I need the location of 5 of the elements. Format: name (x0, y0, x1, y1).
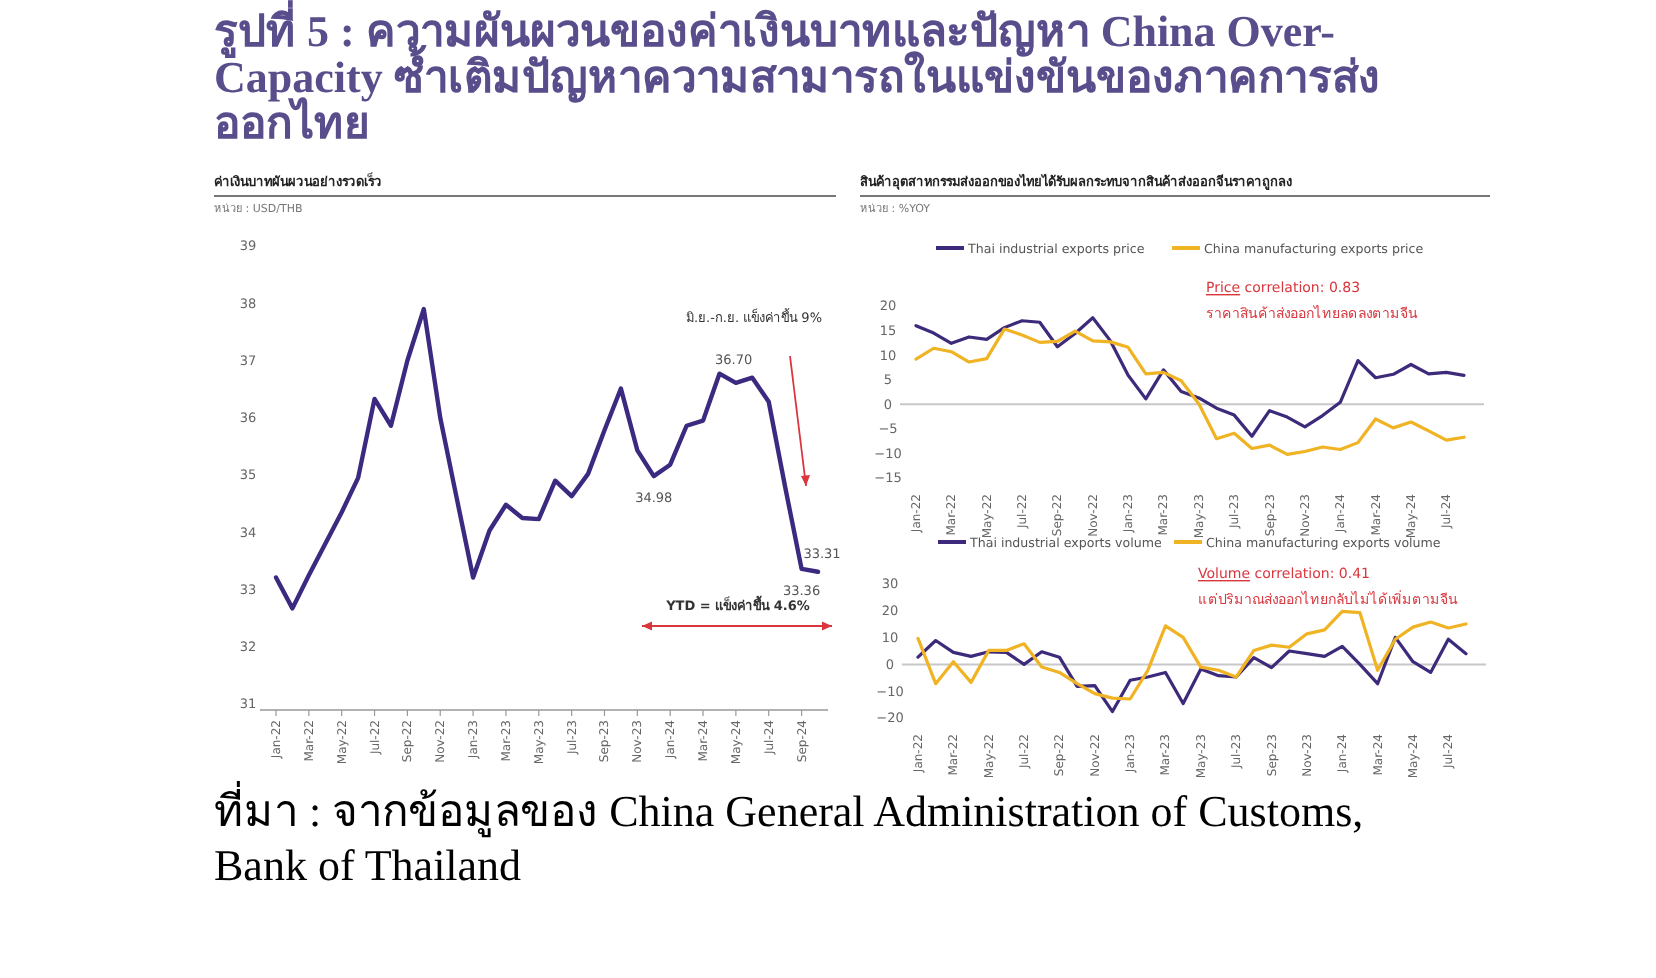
line-series (916, 635, 1468, 714)
text: ที่มา : จากข้อมูลของ China General Administration of Customs, Bank of Thailand (214, 784, 1366, 892)
line-series (916, 609, 1468, 701)
line-series (914, 327, 1466, 457)
line-series (914, 316, 1466, 438)
